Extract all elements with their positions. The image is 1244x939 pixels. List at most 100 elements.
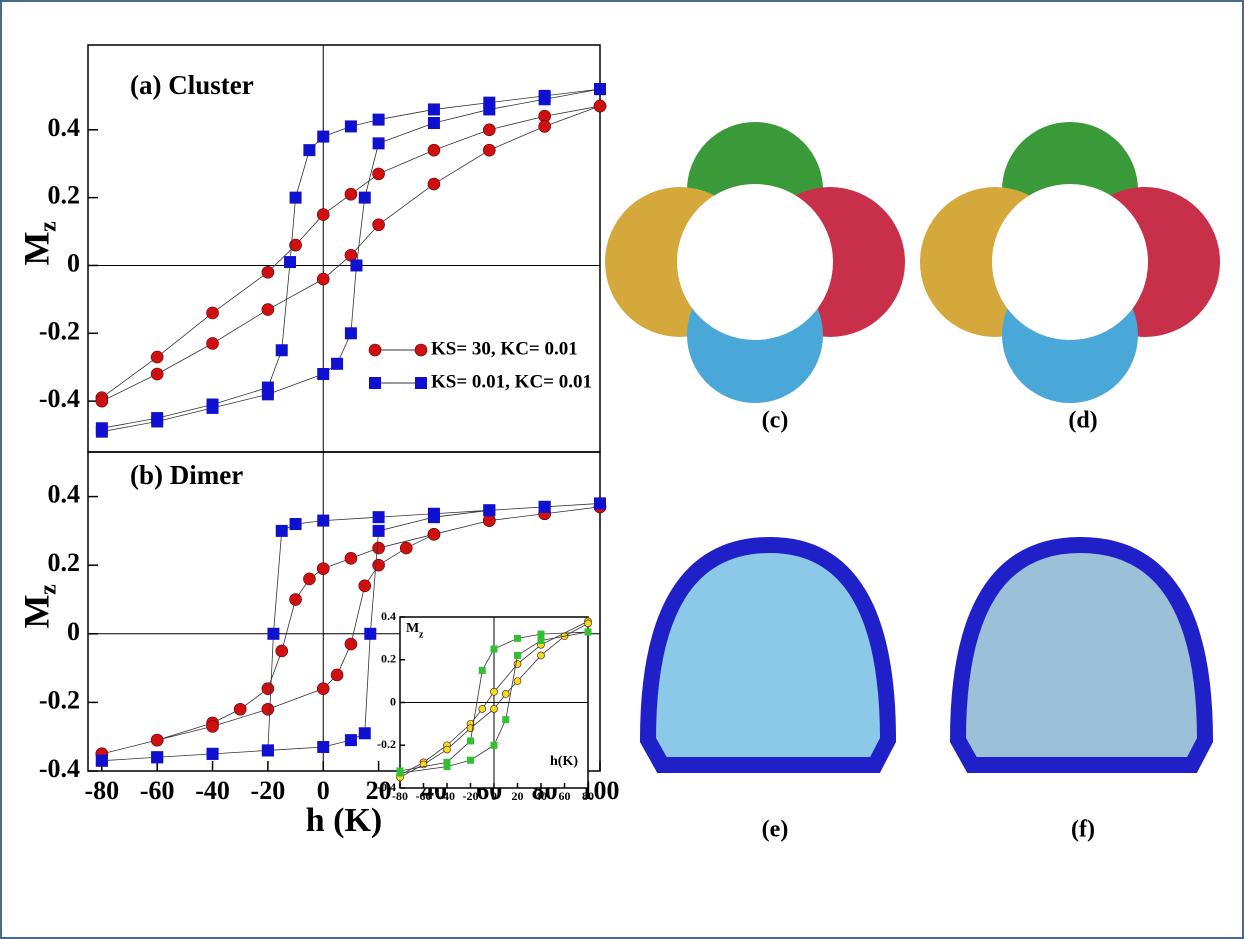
marker — [428, 117, 440, 129]
y-label: M — [406, 621, 419, 636]
marker — [373, 114, 385, 126]
y-tick-label: -0.4 — [39, 384, 80, 413]
marker — [262, 744, 274, 756]
y-tick-label: -0.2 — [39, 685, 80, 714]
marker — [151, 415, 163, 427]
figure: (c) (d) (e) (f) -0.4-0.200.20.4KS= 30, K… — [0, 0, 1244, 939]
marker — [594, 497, 606, 509]
x-label: h (K) — [306, 802, 383, 839]
marker — [373, 137, 385, 149]
y-tick-label: -0.2 — [39, 316, 80, 345]
panel-annotation: (a) Cluster — [130, 70, 254, 100]
marker — [207, 307, 219, 319]
marker — [539, 120, 551, 132]
marker — [290, 593, 302, 605]
marker — [345, 638, 357, 650]
y-tick-label: -0.2 — [377, 737, 396, 751]
x-tick-label: 40 — [535, 789, 547, 803]
marker — [428, 178, 440, 190]
marker — [207, 720, 219, 732]
marker — [491, 742, 498, 749]
marker — [373, 168, 385, 180]
y-tick-label: 0 — [67, 248, 80, 277]
marker — [415, 377, 427, 389]
marker — [151, 751, 163, 763]
x-label: h(K) — [550, 754, 578, 769]
panel-label: (e) — [762, 817, 789, 843]
y-tick-label: 0 — [390, 694, 396, 708]
y-tick-label: 0.4 — [48, 480, 81, 509]
y-tick-label: -0.4 — [39, 754, 80, 783]
y-label-sub: z — [419, 629, 424, 640]
marker — [491, 646, 498, 653]
marker — [479, 667, 486, 674]
marker — [483, 144, 495, 156]
marker — [514, 678, 521, 685]
marker — [538, 652, 545, 659]
marker — [514, 652, 521, 659]
marker — [483, 103, 495, 115]
marker — [373, 511, 385, 523]
panel-label: (c) — [762, 408, 789, 434]
marker — [151, 368, 163, 380]
marker — [303, 144, 315, 156]
y-tick-label: 0.2 — [381, 652, 396, 666]
x-tick-label: 0 — [317, 776, 330, 805]
marker — [539, 93, 551, 105]
marker — [359, 192, 371, 204]
marker — [151, 351, 163, 363]
marker — [284, 256, 296, 268]
panel-label: (f) — [1071, 817, 1095, 843]
x-tick-label: -80 — [392, 789, 408, 803]
x-tick-label: -40 — [439, 789, 455, 803]
x-tick-label: 0 — [491, 789, 497, 803]
x-tick-label: 80 — [582, 789, 594, 803]
marker — [585, 620, 592, 627]
y-tick-label: 0 — [67, 617, 80, 646]
y-label-sub: z — [36, 584, 62, 595]
y-tick-label: 0.4 — [48, 113, 81, 142]
marker — [467, 737, 474, 744]
marker — [345, 327, 357, 339]
y-tick-label: 0.4 — [381, 609, 396, 623]
marker — [151, 734, 163, 746]
y-tick-label: 0.2 — [48, 548, 81, 577]
marker — [359, 727, 371, 739]
marker — [479, 705, 486, 712]
marker — [331, 669, 343, 681]
marker — [502, 716, 509, 723]
marker — [276, 645, 288, 657]
marker — [303, 573, 315, 585]
marker — [444, 746, 451, 753]
x-tick-label: 60 — [559, 789, 571, 803]
marker — [317, 515, 329, 527]
marker — [207, 748, 219, 760]
marker — [262, 304, 274, 316]
marker — [444, 763, 451, 770]
y-tick-label: 0.2 — [48, 181, 81, 210]
marker — [364, 628, 376, 640]
marker — [373, 525, 385, 537]
marker — [397, 770, 404, 777]
marker — [331, 358, 343, 370]
marker — [415, 344, 427, 356]
marker — [539, 501, 551, 513]
x-tick-label: -20 — [463, 789, 479, 803]
marker — [207, 337, 219, 349]
x-tick-label: -20 — [251, 776, 286, 805]
marker — [369, 377, 381, 389]
marker — [483, 504, 495, 516]
marker — [262, 683, 274, 695]
marker — [317, 209, 329, 221]
y-label-sub: z — [36, 221, 62, 232]
marker — [317, 131, 329, 143]
marker — [276, 344, 288, 356]
marker — [585, 628, 592, 635]
marker — [267, 628, 279, 640]
marker — [538, 631, 545, 638]
marker — [514, 661, 521, 668]
marker — [345, 188, 357, 200]
marker — [428, 103, 440, 115]
marker — [207, 402, 219, 414]
marker — [317, 563, 329, 575]
